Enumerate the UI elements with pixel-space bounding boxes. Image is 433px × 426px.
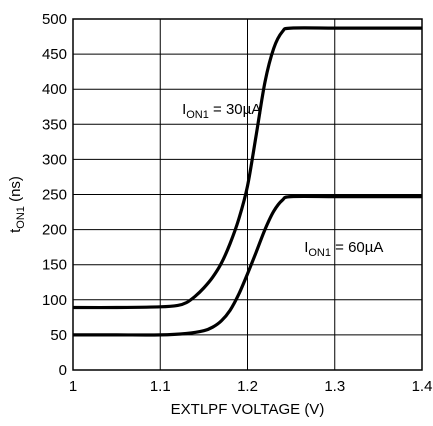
x-tick-label: 1.4 [412,378,433,395]
x-axis-label: EXTLPF VOLTAGE (V) [171,401,325,418]
y-tick-label: 250 [42,187,67,204]
y-tick-label: 100 [42,292,67,309]
annotation-suffix: = 60µA [331,239,383,256]
series-annotation-2: ION1 = 60µA [304,239,383,259]
annotation-main: I [304,239,308,256]
y-tick-label: 450 [42,46,67,63]
y-axis-label: tON1 (ns) [7,176,27,233]
plot-frame [72,18,423,371]
y-tick-label: 400 [42,81,67,98]
tick-labels: 1 1.1 1.2 1.3 1.4 0 50 100 150 200 250 300 350 400 450… [42,11,432,395]
series-annotation-1: ION1 = 30µA [182,101,261,121]
annotation-sub: ON1 [308,247,331,259]
y-tick-label: 300 [42,151,67,168]
grid [73,19,422,370]
y-tick-label: 200 [42,222,67,239]
y-tick-label: 350 [42,116,67,133]
annotation-main: I [182,101,186,118]
curves [72,26,422,337]
series-line-1 [72,26,422,310]
y-tick-label: 50 [50,327,67,344]
y-tick-label: 0 [59,362,67,379]
y-axis-label-suffix: (ns) [7,176,24,206]
y-axis-label-sub: ON1 [15,206,27,229]
y-tick-label: 500 [42,11,67,28]
x-tick-label: 1.3 [324,378,345,395]
annotation-sub: ON1 [186,109,209,121]
y-axis-label-main: t [7,228,24,233]
y-tick-label: 150 [42,257,67,274]
x-tick-label: 1.1 [150,378,171,395]
series-line-2 [73,194,422,337]
x-tick-label: 1.2 [237,378,258,395]
x-tick-label: 1 [69,378,77,395]
annotation-suffix: = 30µA [209,101,261,118]
